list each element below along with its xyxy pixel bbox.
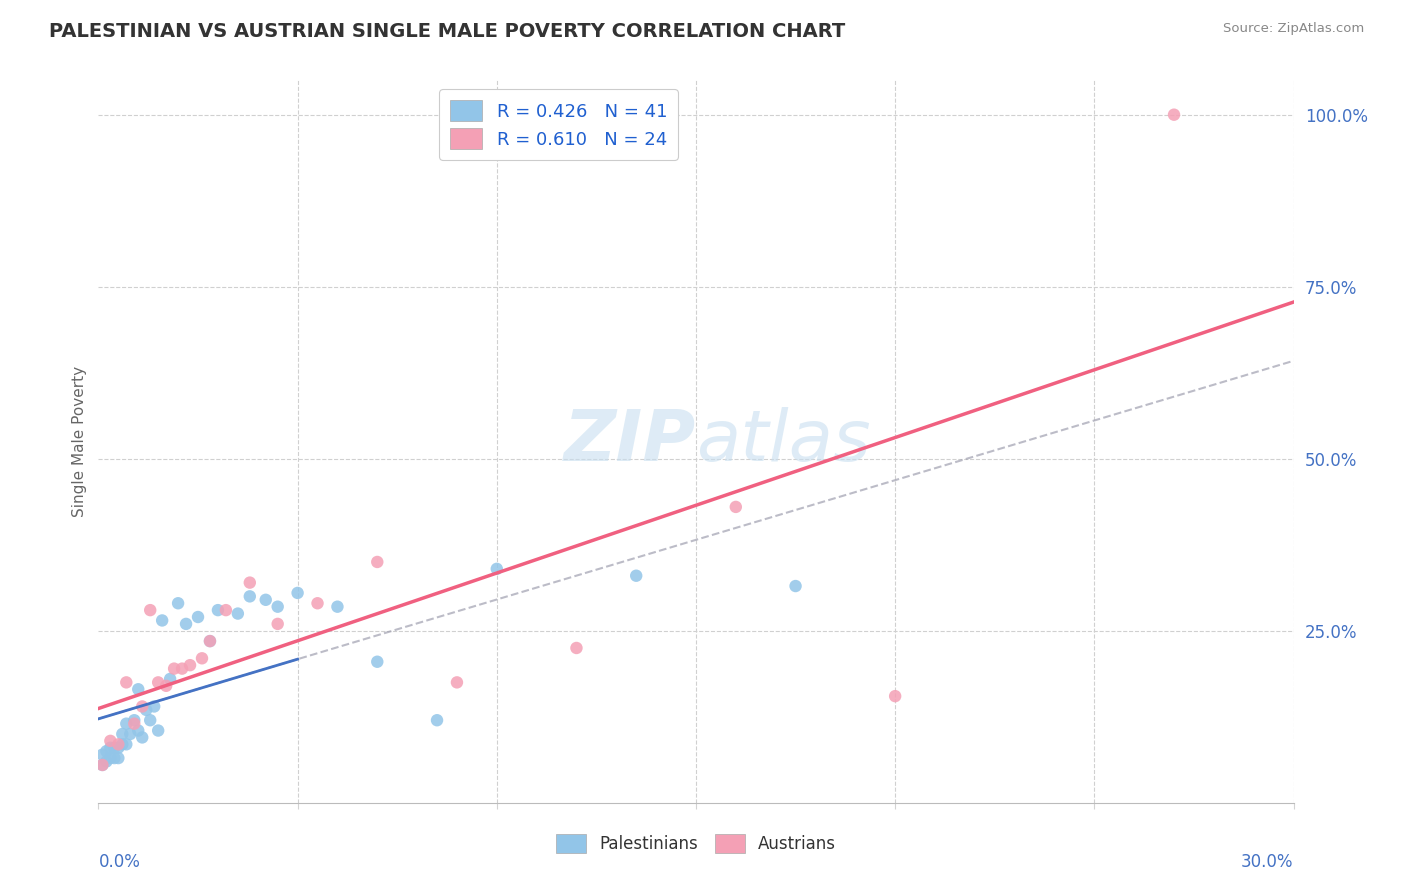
Point <box>96 744 118 758</box>
Point <box>107 737 129 751</box>
Point <box>91 758 114 772</box>
Point <box>131 731 153 745</box>
Point <box>103 751 125 765</box>
Point <box>115 716 138 731</box>
Text: PALESTINIAN VS AUSTRIAN SINGLE MALE POVERTY CORRELATION CHART: PALESTINIAN VS AUSTRIAN SINGLE MALE POVE… <box>49 22 845 41</box>
Point <box>98 734 122 748</box>
Point <box>366 555 388 569</box>
Point <box>143 699 166 714</box>
Text: 0.0%: 0.0% <box>98 854 141 871</box>
Point <box>107 751 129 765</box>
Point <box>155 679 177 693</box>
Point <box>174 616 197 631</box>
Point <box>326 599 349 614</box>
Point <box>120 727 142 741</box>
Point <box>139 713 162 727</box>
Point <box>124 716 146 731</box>
Legend: Palestinians, Austrians: Palestinians, Austrians <box>550 827 842 860</box>
Point <box>198 634 221 648</box>
Point <box>91 758 114 772</box>
Point <box>239 575 262 590</box>
Point <box>115 675 138 690</box>
Point <box>724 500 747 514</box>
Point <box>446 675 468 690</box>
Point <box>107 740 129 755</box>
Text: ZIP: ZIP <box>564 407 696 476</box>
Point <box>884 689 907 703</box>
Point <box>98 740 122 755</box>
Point <box>239 590 262 604</box>
Point <box>115 737 138 751</box>
Point <box>307 596 329 610</box>
Point <box>226 607 249 621</box>
Point <box>127 723 149 738</box>
Point <box>626 568 648 582</box>
Text: Source: ZipAtlas.com: Source: ZipAtlas.com <box>1223 22 1364 36</box>
Point <box>187 610 209 624</box>
Point <box>426 713 449 727</box>
Point <box>150 614 173 628</box>
Point <box>167 596 190 610</box>
Point <box>111 727 134 741</box>
Point <box>254 592 277 607</box>
Point <box>127 682 149 697</box>
Point <box>148 723 170 738</box>
Point <box>135 703 157 717</box>
Point <box>111 737 134 751</box>
Point <box>179 658 201 673</box>
Y-axis label: Single Male Poverty: Single Male Poverty <box>72 366 87 517</box>
Point <box>1163 108 1185 122</box>
Text: atlas: atlas <box>696 407 870 476</box>
Point <box>139 603 162 617</box>
Point <box>159 672 181 686</box>
Point <box>98 751 122 765</box>
Point <box>287 586 309 600</box>
Point <box>131 699 153 714</box>
Point <box>91 747 114 762</box>
Point <box>565 640 588 655</box>
Point <box>267 616 290 631</box>
Point <box>172 662 194 676</box>
Point <box>191 651 214 665</box>
Point <box>163 662 186 676</box>
Point <box>485 562 508 576</box>
Point <box>198 634 221 648</box>
Point <box>96 755 118 769</box>
Point <box>215 603 238 617</box>
Point <box>148 675 170 690</box>
Point <box>124 713 146 727</box>
Text: 30.0%: 30.0% <box>1241 854 1294 871</box>
Point <box>366 655 388 669</box>
Point <box>207 603 229 617</box>
Point <box>267 599 290 614</box>
Point <box>785 579 807 593</box>
Point <box>103 740 125 755</box>
